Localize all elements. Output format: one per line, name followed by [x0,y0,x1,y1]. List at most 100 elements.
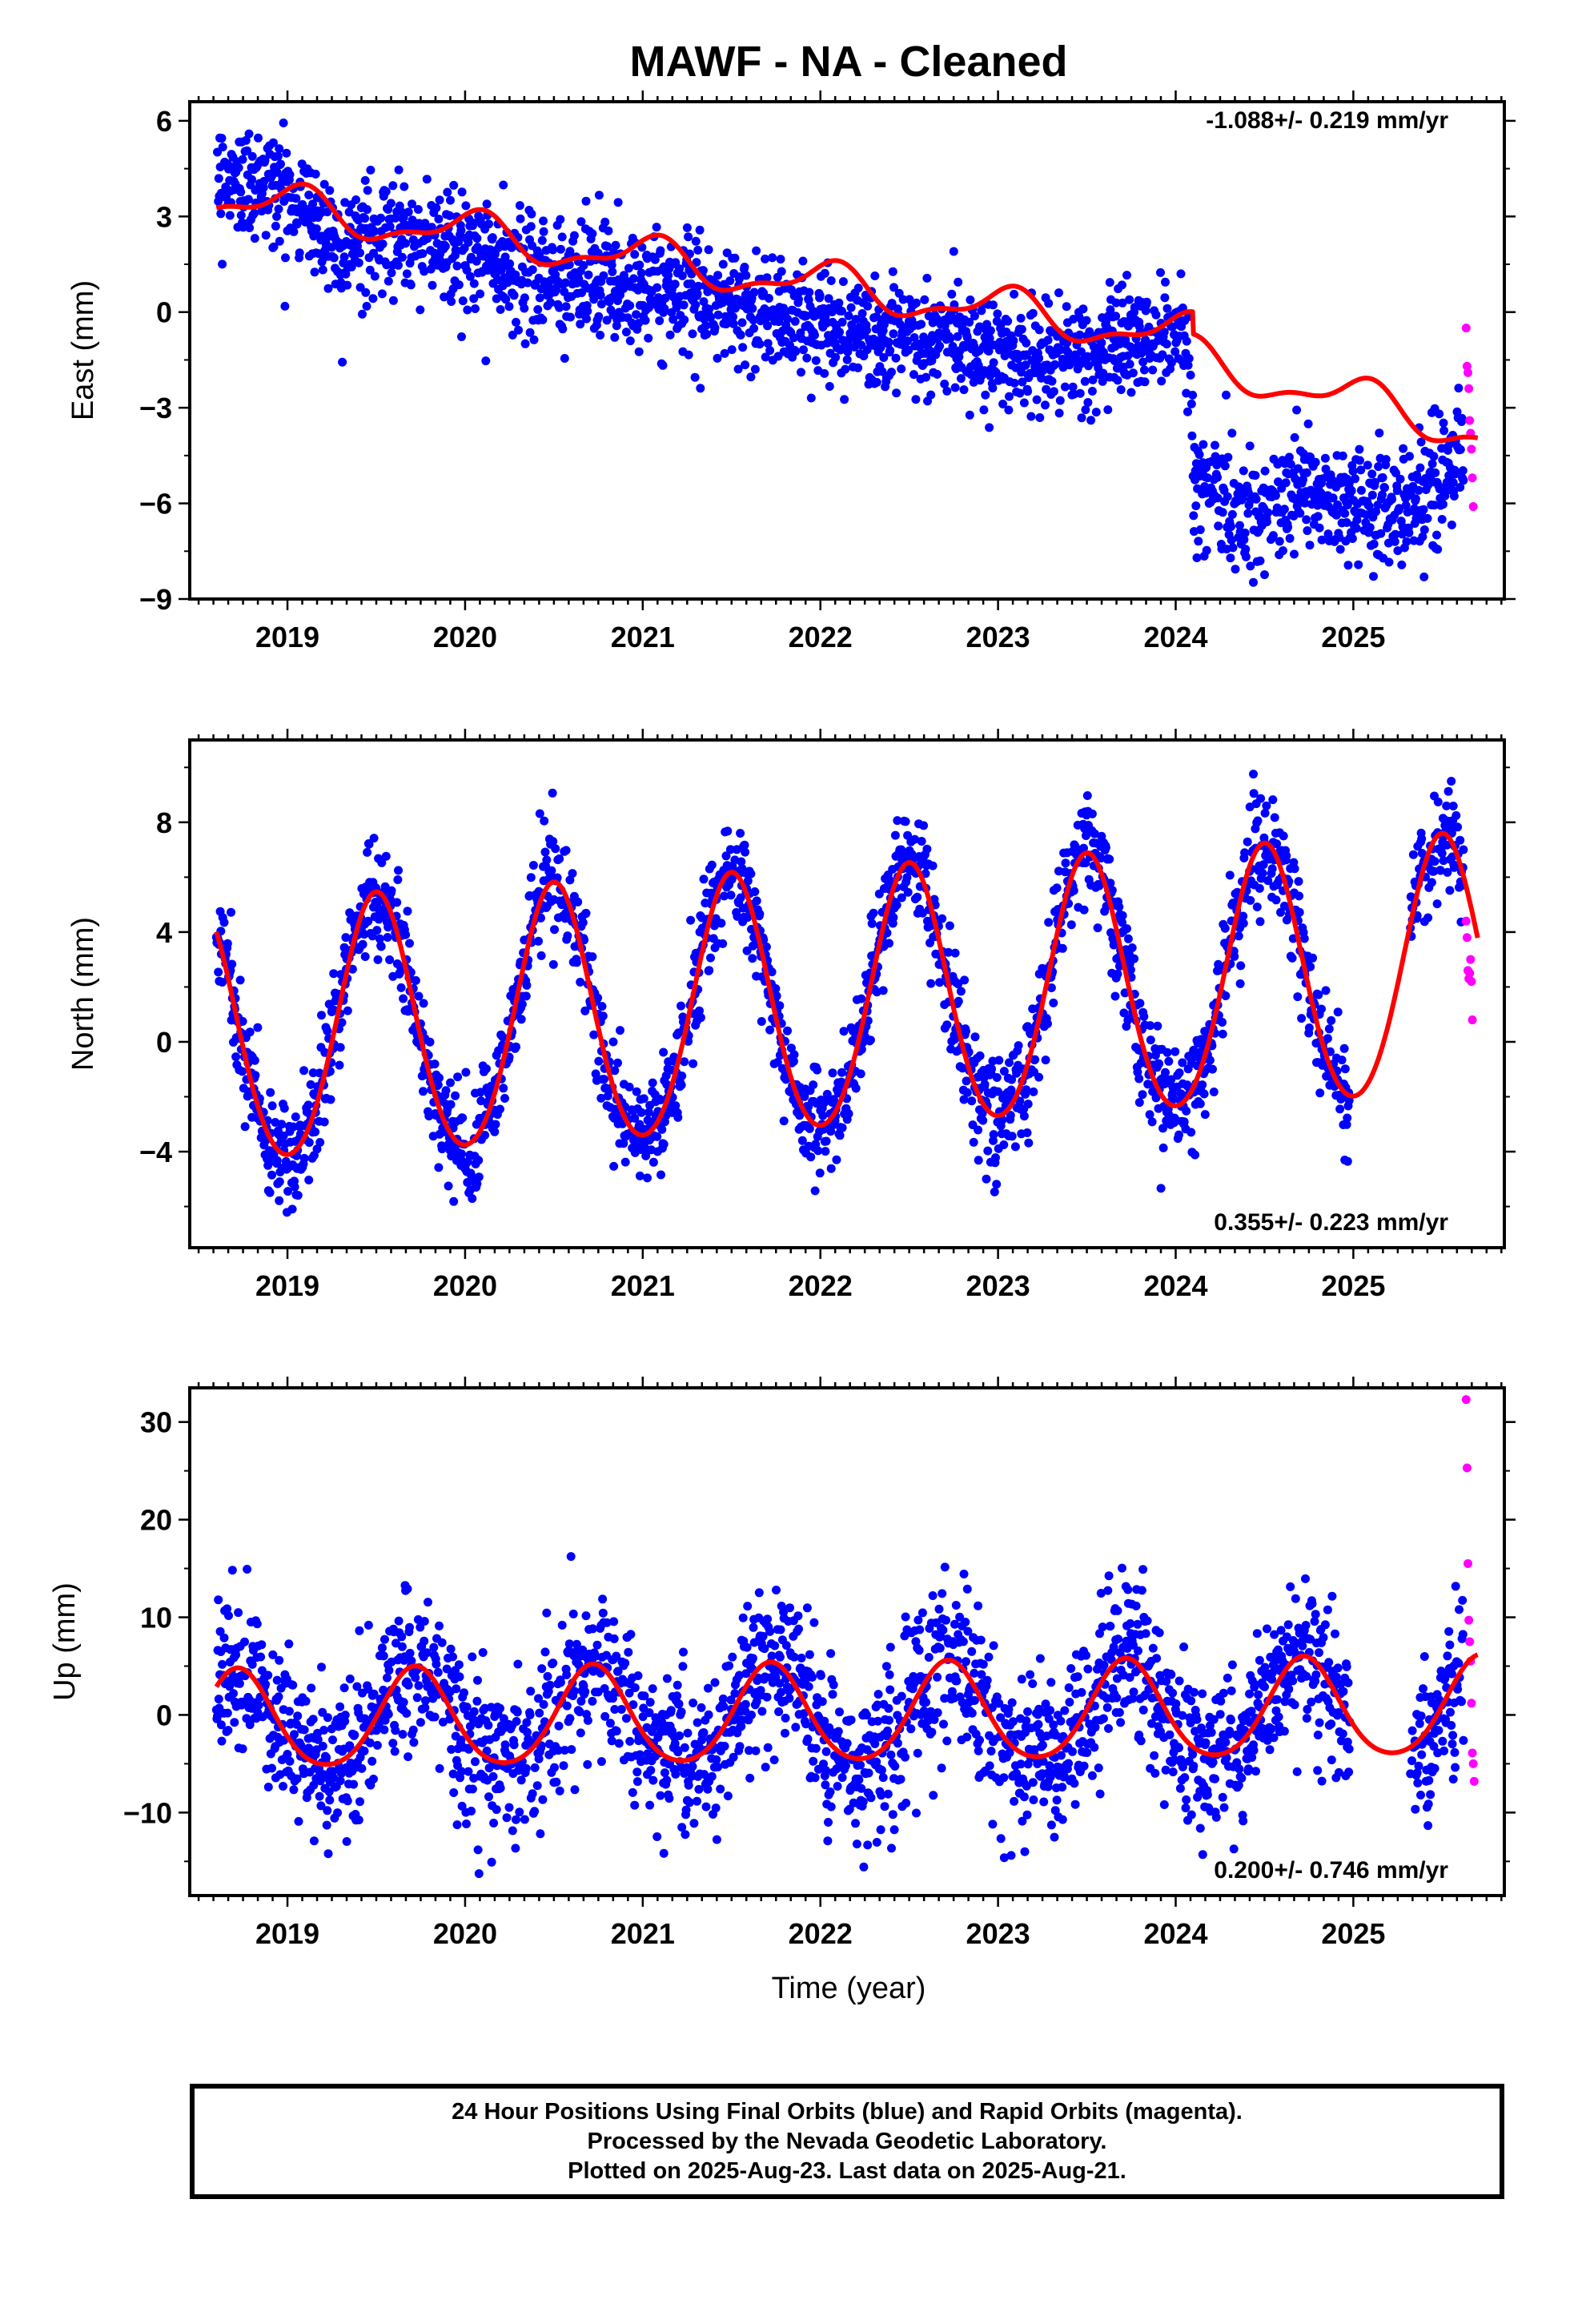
final-orbit-point [1010,1142,1020,1152]
final-orbit-point [1151,1093,1161,1103]
final-orbit-point [1263,876,1273,886]
final-orbit-point [1283,522,1293,532]
final-orbit-point [1271,491,1280,501]
final-orbit-point [975,1051,985,1060]
final-orbit-point [238,1067,247,1076]
final-orbit-point [609,1161,619,1171]
final-orbit-point [287,1204,297,1214]
final-orbit-point [445,211,455,220]
final-orbit-point [1423,513,1432,523]
final-orbit-point [956,987,966,996]
final-orbit-point [1004,405,1014,415]
final-orbit-point [594,191,604,200]
final-orbit-point [1049,387,1058,396]
final-orbit-point [989,300,998,310]
final-orbit-point [1294,877,1303,887]
final-orbit-point [956,374,966,384]
final-orbit-point [1437,849,1447,858]
final-orbit-point [1367,490,1377,500]
final-orbit-point [974,1156,983,1165]
final-orbit-point [1453,822,1463,832]
final-orbit-point [1128,368,1138,378]
final-orbit-point [897,364,906,374]
final-orbit-point [844,311,853,320]
final-orbit-point [1391,529,1400,539]
final-orbit-point [650,255,660,264]
final-orbit-point [607,260,616,270]
final-orbit-point [315,1068,324,1078]
final-orbit-point [223,1708,232,1718]
final-orbit-point [218,259,227,269]
final-orbit-point [806,393,816,403]
final-orbit-point [988,384,998,393]
final-orbit-point [1041,1055,1050,1065]
final-orbit-point [876,343,885,352]
final-orbit-point [273,151,283,161]
final-orbit-point [1390,537,1399,546]
final-orbit-point [327,243,336,252]
final-orbit-point [857,309,867,318]
final-orbit-point [1356,485,1366,495]
final-orbit-point [1194,537,1203,546]
x-tick-label: 2020 [433,1269,497,1302]
final-orbit-point [565,247,575,256]
final-orbit-point [630,250,640,259]
final-orbit-point [267,1763,276,1773]
final-orbit-point [525,328,535,337]
final-orbit-point [718,939,728,948]
final-orbit-point [1286,460,1295,469]
final-orbit-point [480,1131,490,1140]
final-orbit-point [1079,843,1088,853]
final-orbit-point [632,310,641,320]
final-orbit-point [1227,536,1236,545]
final-orbit-point [1186,399,1196,408]
final-orbit-point [1443,786,1453,796]
final-orbit-point [1272,839,1282,849]
final-orbit-point [1317,1004,1326,1014]
final-orbit-point [1130,954,1139,963]
final-orbit-point [1218,1029,1227,1039]
final-orbit-point [660,304,669,313]
final-orbit-point [1414,485,1423,495]
final-orbit-point [231,1650,241,1659]
final-orbit-point [547,866,556,875]
final-orbit-point [1188,390,1198,400]
final-orbit-point [1183,360,1193,370]
final-orbit-point [686,279,696,288]
final-orbit-point [295,248,304,258]
final-orbit-point [625,336,635,346]
final-orbit-point [824,294,833,304]
final-orbit-point [1028,308,1038,318]
final-orbit-point [1342,1120,1351,1129]
final-orbit-point [219,1633,229,1642]
final-orbit-point [1050,360,1060,369]
final-orbit-point [985,333,994,343]
final-orbit-point [1295,891,1304,901]
final-orbit-point [910,834,920,844]
final-orbit-point [922,844,932,854]
final-orbit-point [214,1595,223,1605]
final-orbit-point [456,226,466,235]
final-orbit-point [863,301,873,311]
final-orbit-point [965,317,974,327]
final-orbit-point [857,994,866,1003]
final-orbit-point [635,260,644,270]
x-tick-label: 2021 [611,621,675,653]
final-orbit-point [268,138,278,147]
final-orbit-point [224,1611,233,1620]
final-orbit-point [1007,1075,1017,1084]
final-orbit-point [815,291,825,300]
final-orbit-point [1306,962,1315,971]
final-orbit-point [1311,457,1320,467]
final-orbit-point [573,897,583,907]
final-orbit-point [537,235,547,245]
plot-frame [188,100,1506,601]
final-orbit-point [548,788,557,798]
final-orbit-point [1458,466,1468,476]
final-orbit-point [887,368,896,377]
final-orbit-point [1176,269,1186,279]
final-orbit-point [1214,521,1223,531]
final-orbit-point [444,1181,453,1191]
final-orbit-point [1313,512,1323,521]
final-orbit-point [276,159,285,169]
